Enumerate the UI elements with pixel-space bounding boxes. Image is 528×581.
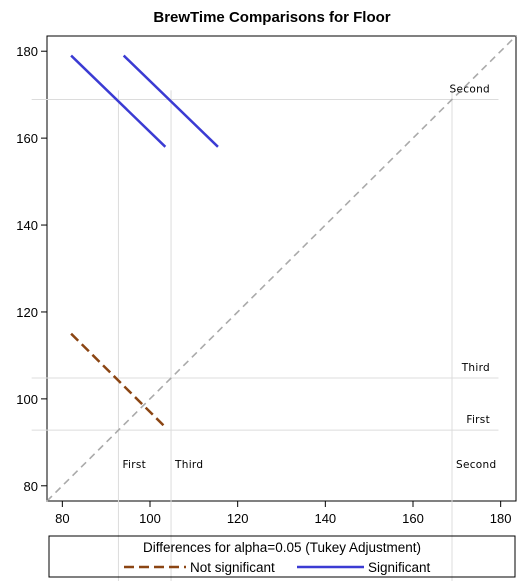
- significant-segment-1: [70, 54, 167, 148]
- y-level-label-second: Second: [450, 83, 490, 95]
- chart-title: BrewTime Comparisons for Floor: [153, 9, 390, 26]
- legend-entries: Not significant Significant: [124, 560, 431, 575]
- x-tick-label-140: 140: [314, 511, 336, 526]
- y-tick-label-120: 120: [16, 305, 38, 320]
- level-lines: [31, 90, 499, 581]
- y-tick-label-100: 100: [16, 392, 38, 407]
- x-tick-label-100: 100: [139, 511, 161, 526]
- x-tick-label-120: 120: [227, 511, 249, 526]
- series-group: [70, 54, 219, 429]
- legend: Differences for alpha=0.05 (Tukey Adjust…: [48, 535, 516, 578]
- legend-title: Differences for alpha=0.05 (Tukey Adjust…: [143, 540, 421, 555]
- y-tick-label-80: 80: [24, 479, 38, 494]
- x-tick-label-160: 160: [402, 511, 424, 526]
- legend-box: [48, 535, 516, 578]
- x-tick-label-180: 180: [490, 511, 512, 526]
- significant-segment-2: [122, 54, 219, 148]
- x-level-label-second: Second: [456, 459, 496, 471]
- x-level-label-third: Third: [174, 459, 203, 471]
- x-tick-label-80: 80: [55, 511, 69, 526]
- legend-label-not-significant: Not significant: [190, 560, 275, 575]
- y-tick-label-160: 160: [16, 131, 38, 146]
- diagonal-reference-line: [46, 35, 517, 502]
- x-axis: 80 100 120 140 160 180: [55, 501, 512, 526]
- y-axis: 80 100 120 140 160 180: [16, 44, 47, 494]
- plot-frame: [46, 35, 517, 502]
- y-level-label-first: First: [466, 414, 490, 426]
- legend-label-significant: Significant: [368, 560, 431, 575]
- x-level-label-first: First: [122, 459, 146, 471]
- not-significant-segment-1: [70, 332, 167, 429]
- y-level-label-third: Third: [461, 362, 490, 374]
- y-tick-label-140: 140: [16, 218, 38, 233]
- y-tick-label-180: 180: [16, 44, 38, 59]
- reference-line-group: [46, 35, 517, 502]
- level-labels: First First Third Third Second Second: [122, 83, 496, 471]
